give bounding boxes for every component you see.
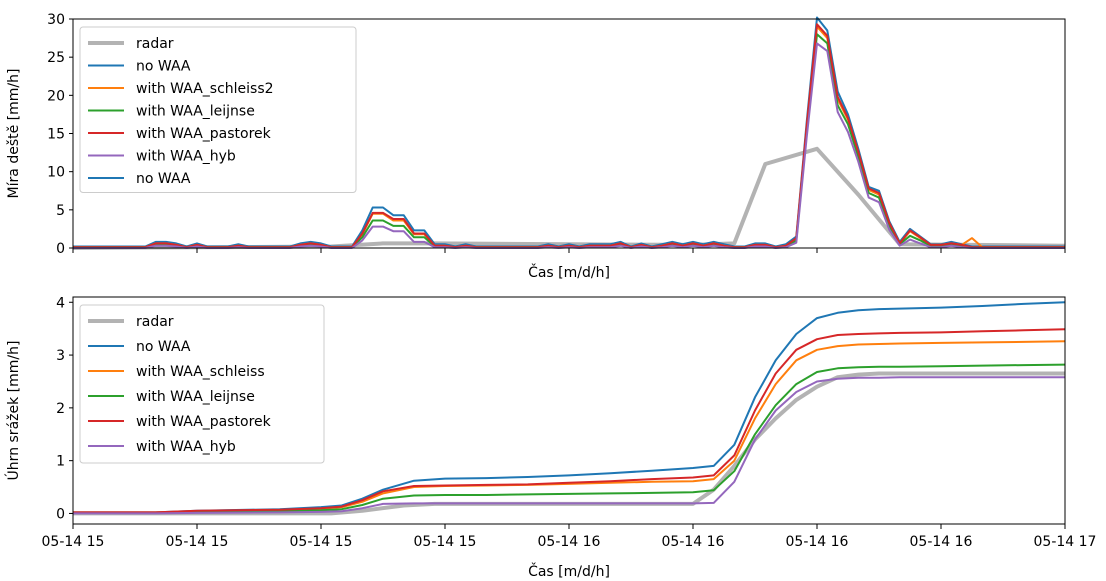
legend-label: with WAA_schleiss	[136, 364, 265, 380]
y-tick-label: 3	[56, 348, 65, 364]
y-tick-label: 25	[47, 50, 65, 66]
x-tick-label: 05-14 16	[910, 534, 973, 550]
chart-panel-1: 0 5 10 15 20 25 30 Čas [m/d/h] Míra deště [mm/h]…	[6, 12, 1066, 281]
x-tick-label: 05-14 16	[786, 534, 849, 550]
legend-label: no WAA	[136, 339, 191, 355]
x-tick-label: 05-14 16	[662, 534, 725, 550]
y-tick-label: 2	[56, 401, 65, 417]
series-line-no-waa	[73, 301, 1066, 514]
legend-label: radar	[136, 36, 174, 52]
y-tick-label: 1	[56, 454, 65, 470]
y-tick-label: 20	[47, 88, 65, 104]
legend-label: with WAA_leijnse	[136, 104, 255, 120]
legend-label: with WAA_pastorek	[136, 414, 272, 430]
x-tick-label: 05-14 15	[414, 534, 477, 550]
legend-label: with WAA_leijnse	[136, 389, 255, 405]
legend-label: with WAA_schleiss2	[136, 81, 274, 97]
y-tick-label: 4	[56, 295, 65, 311]
legend-label: with WAA_pastorek	[136, 126, 272, 142]
x-tick-label: 05-14 15	[166, 534, 229, 550]
x-axis-label: Čas [m/d/h]	[528, 562, 610, 580]
series-line-radar	[72, 146, 1066, 250]
x-axis-label: Čas [m/d/h]	[528, 263, 610, 281]
legend-label: no WAA	[136, 59, 191, 75]
legend-box	[79, 304, 325, 464]
series-line-with-waa-leijnse	[73, 363, 1066, 514]
y-tick-label: 10	[47, 165, 65, 181]
legend-label: with WAA_hyb	[136, 439, 236, 455]
series-line-with-waa-pastorek	[73, 23, 1065, 249]
y-tick-label: 0	[56, 241, 65, 257]
y-axis-label: Míra deště [mm/h]	[6, 69, 22, 199]
series-line-with-waa-pastorek	[73, 328, 1066, 514]
chart-panel-2: 0 1 2 3 4 05-14 15 05-14 15 05-14 15 05-14 15 05-…	[4, 295, 1096, 580]
x-tick-label: 05-14 17	[1034, 534, 1097, 550]
y-axis-label: Úhrn srážek [mm/h]	[4, 341, 22, 481]
legend-label: with WAA_hyb	[136, 149, 236, 165]
x-tick-label: 05-14 16	[538, 534, 601, 550]
legend-label: no WAA	[136, 171, 191, 187]
y-tick-label: 5	[56, 203, 65, 219]
y-tick-label: 0	[56, 506, 65, 522]
y-tick-label: 15	[47, 127, 65, 143]
y-tick-label: 30	[47, 12, 65, 28]
legend-label: radar	[136, 314, 174, 330]
legend-box	[79, 26, 357, 193]
x-tick-label: 05-14 15	[42, 534, 105, 550]
series-line-with-waa-hyb	[73, 376, 1065, 515]
x-tick-label: 05-14 15	[290, 534, 353, 550]
series-line-with-waa-hyb	[73, 42, 1065, 249]
